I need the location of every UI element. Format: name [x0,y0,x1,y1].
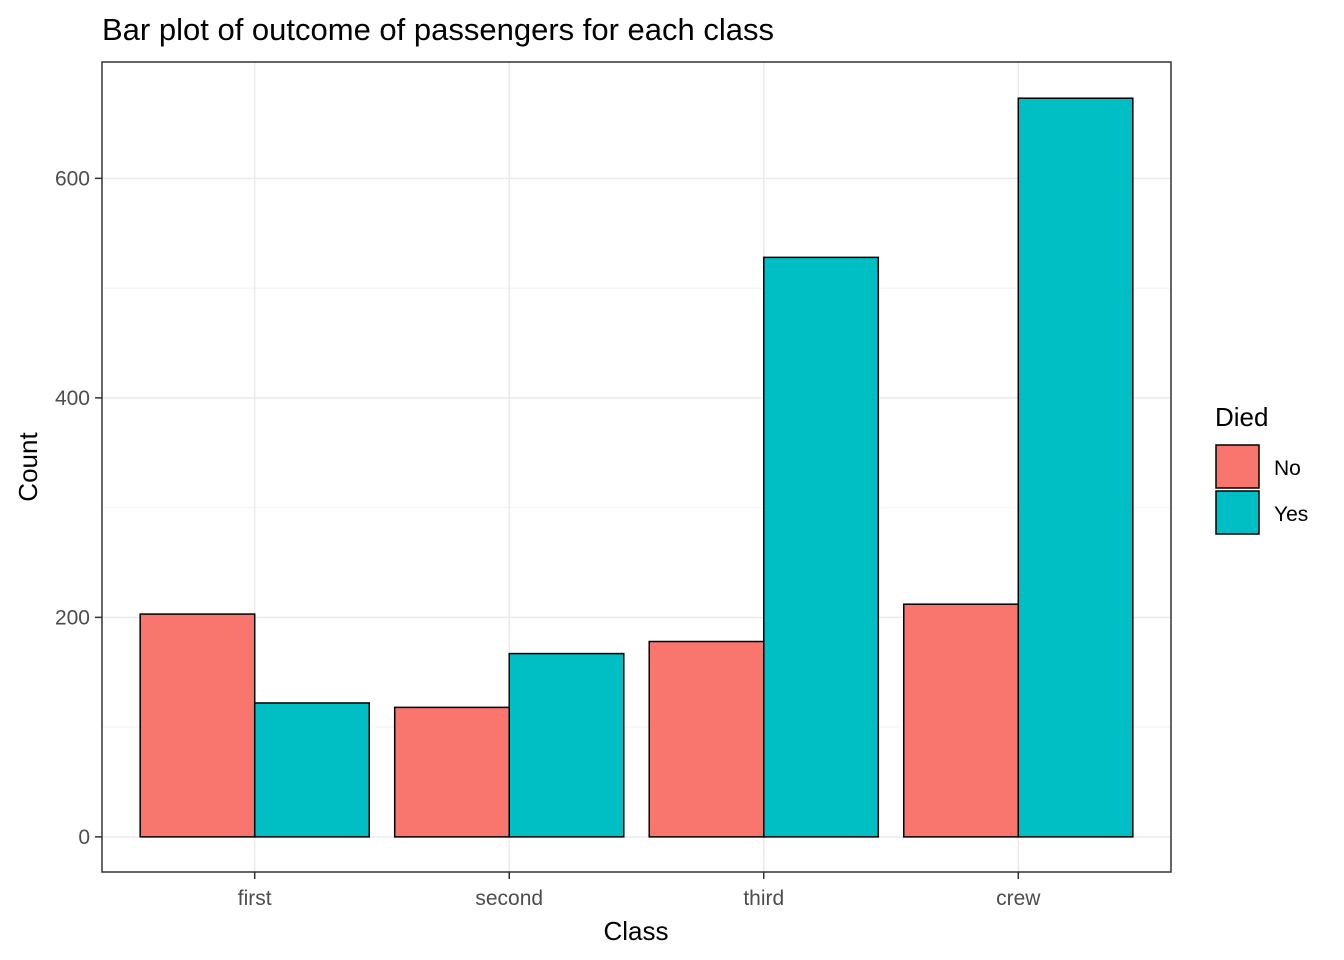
bar-crew-yes [1017,97,1134,838]
bar-first-yes [253,702,370,838]
y-tick-label: 0 [78,826,90,849]
legend-title: Died [1215,402,1268,432]
legend-label-no: No [1274,457,1301,480]
bar-third-yes [763,256,880,838]
legend: Died No Yes [1215,402,1308,535]
x-axis-title: Class [603,916,668,946]
bar-crew-no [903,603,1020,838]
chart-title: Bar plot of outcome of passengers for ea… [102,12,774,47]
x-tick-label-crew: crew [996,887,1041,910]
y-axis-title: Count [13,432,43,502]
bar-third-no [648,640,765,838]
y-tick-label: 600 [55,167,90,190]
x-tick-label-first: first [238,887,272,910]
legend-key-yes [1215,490,1260,535]
bar-second-no [393,706,510,838]
x-axis-ticks: first second third crew [238,872,1041,910]
legend-label-yes: Yes [1274,503,1308,526]
legend-key-no [1215,444,1260,489]
y-axis-ticks: 0 200 400 600 [55,167,102,849]
y-tick-label: 400 [55,387,90,410]
legend-items: No Yes [1215,444,1308,535]
x-tick-label-third: third [743,887,784,910]
plot-border [101,61,1172,873]
bar-first-no [139,613,256,838]
bar-second-yes [508,652,625,838]
y-tick-label: 200 [55,606,90,629]
x-tick-label-second: second [475,887,543,910]
plot-panel [101,61,1172,873]
bars [139,97,1134,838]
